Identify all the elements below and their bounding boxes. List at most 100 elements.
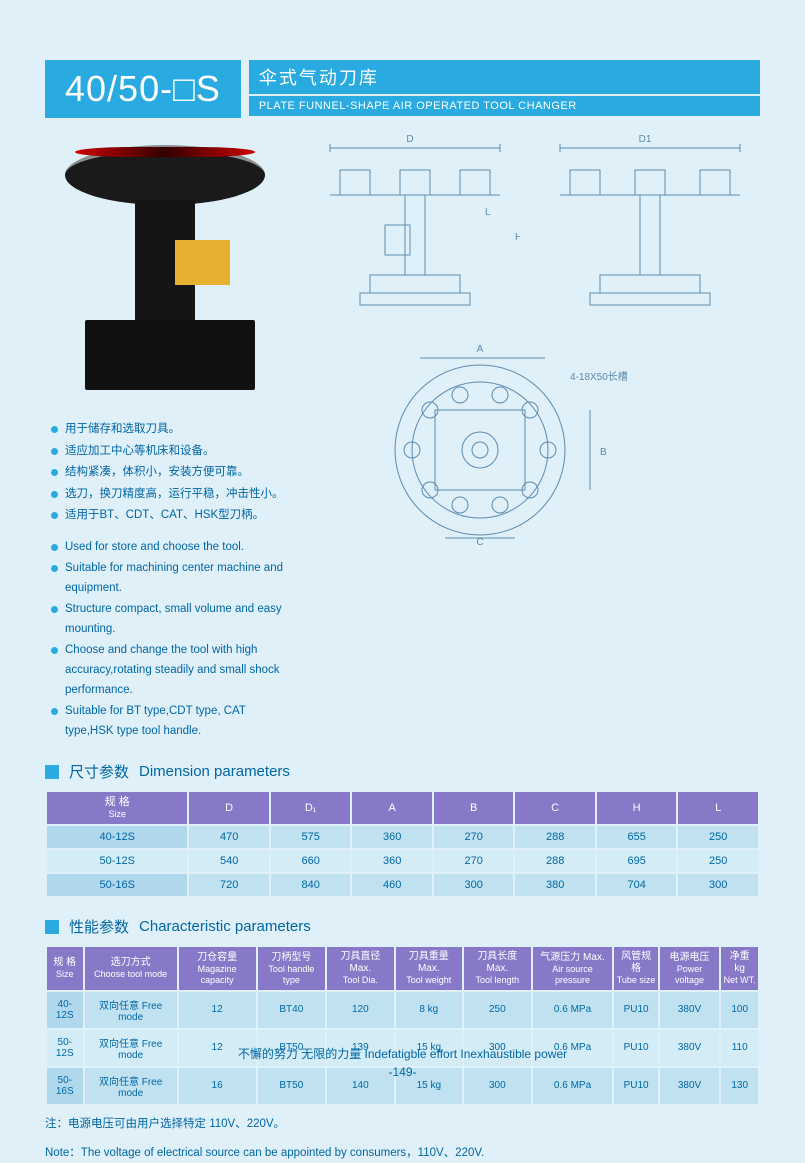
table-cell: 120 [327,992,393,1028]
table-cell: 250 [464,992,530,1028]
col-header: 刀柄型号Tool handle type [258,947,326,990]
col-header: 规 格Size [47,947,83,990]
col-header: 选刀方式Choose tool mode [85,947,177,990]
table-cell: 250 [678,826,758,848]
diagram-top: A 4-18X50长槽 B C [350,340,760,555]
dim-label: D1 [639,134,652,145]
note-cn: 注：电源电压可由用户选择特定 110V、220V。 [45,1114,760,1135]
col-header: H [597,792,677,824]
table-cell: 695 [597,850,677,872]
dimension-table: 规 格Size D D₁ A B C H L 40-12S47057536027… [45,790,760,898]
table-cell: 双向任意 Free mode [85,992,177,1028]
bullet-item: Choose and change the tool with high acc… [51,641,295,700]
bullet-item: Used for store and choose the tool. [51,538,295,558]
table-cell: 288 [515,826,595,848]
product-photo [45,130,275,410]
table-cell: 40-12S [47,826,187,848]
table-cell: 300 [434,874,514,896]
bullet-item: Suitable for machining center machine an… [51,559,295,598]
col-header: 刀具重量 Max.Tool weight [396,947,463,990]
table-cell: 540 [189,850,269,872]
bullet-item: Structure compact, small volume and easy… [51,600,295,639]
table-cell: 0.6 MPa [533,992,613,1028]
section-header-characteristics: 性能参数 Characteristic parameters [45,916,760,937]
title-cn: 伞式气动刀库 [249,60,760,94]
col-header: 气源压力 Max.Air source pressure [533,947,613,990]
table-cell: 704 [597,874,677,896]
features-cn: 用于储存和选取刀具。 适应加工中心等机床和设备。 结构紧凑，体积小，安装方便可靠… [45,420,295,526]
col-header: 净重 kgNet WT. [721,947,758,990]
bullet-item: 适用于BT、CDT、CAT、HSK型刀柄。 [51,506,295,526]
dim-label: 4-18X50长槽 [570,370,628,383]
model-number: 40/50-□S [45,60,241,118]
table-cell: 360 [352,850,432,872]
table-cell: 300 [678,874,758,896]
col-header: L [678,792,758,824]
table-cell: 660 [271,850,351,872]
col-header: C [515,792,595,824]
diagram-side: D1 [545,130,755,335]
bullet-item: 选刀，换刀精度高，运行平稳，冲击性小。 [51,485,295,505]
dim-label: D [406,134,413,145]
table-cell: 655 [597,826,677,848]
table-cell: 360 [352,826,432,848]
features-en: Used for store and choose the tool. Suit… [45,538,295,741]
section-title-en: Characteristic parameters [139,918,311,935]
bullet-item: Suitable for BT type,CDT type, CAT type,… [51,702,295,741]
dim-label: C [476,537,483,548]
col-header: 规 格Size [47,792,187,824]
table-cell: 460 [352,874,432,896]
col-header: 刀具直径 Max.Tool Dia. [327,947,393,990]
slogan: 不懈的努力 无限的力量 Indefatigble effort Inexhaus… [0,1045,805,1062]
table-cell: 575 [271,826,351,848]
table-cell: 50-12S [47,850,187,872]
title-en: PLATE FUNNEL-SHAPE AIR OPERATED TOOL CHA… [249,94,760,116]
diagram-front: D H L [310,130,520,335]
col-header: 风管规格Tube size [614,947,657,990]
table-row: 50-16S720840460300380704300 [47,874,758,896]
col-header: D₁ [271,792,351,824]
table-cell: 8 kg [396,992,463,1028]
col-header: 刀具长度 Max.Tool length [464,947,530,990]
section-title-en: Dimension parameters [139,763,290,780]
col-header: B [434,792,514,824]
col-header: A [352,792,432,824]
table-cell: 250 [678,850,758,872]
col-header: 刀仓容量Magazine capacity [179,947,256,990]
bullet-item: 用于储存和选取刀具。 [51,420,295,440]
table-cell: 40-12S [47,992,83,1028]
header: 40/50-□S 伞式气动刀库 PLATE FUNNEL-SHAPE AIR O… [45,60,760,118]
bullet-item: 结构紧凑，体积小，安装方便可靠。 [51,463,295,483]
table-cell: BT40 [258,992,326,1028]
section-header-dimensions: 尺寸参数 Dimension parameters [45,761,760,782]
table-cell: 380V [660,992,720,1028]
col-header: D [189,792,269,824]
table-cell: 840 [271,874,351,896]
table-cell: 270 [434,826,514,848]
section-title-cn: 尺寸参数 [69,761,129,782]
dim-label: A [477,344,484,355]
table-cell: 12 [179,992,256,1028]
table-cell: 380 [515,874,595,896]
square-icon [45,920,59,934]
page-number: -149- [0,1065,805,1079]
note-en: Note：The voltage of electrical source ca… [45,1143,760,1163]
dim-label: L [485,207,491,218]
bullet-item: 适应加工中心等机床和设备。 [51,442,295,462]
page-footer: 不懈的努力 无限的力量 Indefatigble effort Inexhaus… [0,1045,805,1079]
table-cell: 100 [721,992,758,1028]
section-title-cn: 性能参数 [69,916,129,937]
col-header: 电源电压Power voltage [660,947,720,990]
table-row: 40-12S470575360270288655250 [47,826,758,848]
table-row: 50-12S540660360270288695250 [47,850,758,872]
table-cell: 288 [515,850,595,872]
dim-label: H [515,232,520,243]
table-cell: 50-16S [47,874,187,896]
table-cell: 270 [434,850,514,872]
dim-label: B [600,447,607,458]
table-cell: 720 [189,874,269,896]
title-block: 伞式气动刀库 PLATE FUNNEL-SHAPE AIR OPERATED T… [249,60,760,118]
table-cell: PU10 [614,992,657,1028]
characteristics-table: 规 格Size选刀方式Choose tool mode刀仓容量Magazine … [45,945,760,1106]
table-cell: 470 [189,826,269,848]
